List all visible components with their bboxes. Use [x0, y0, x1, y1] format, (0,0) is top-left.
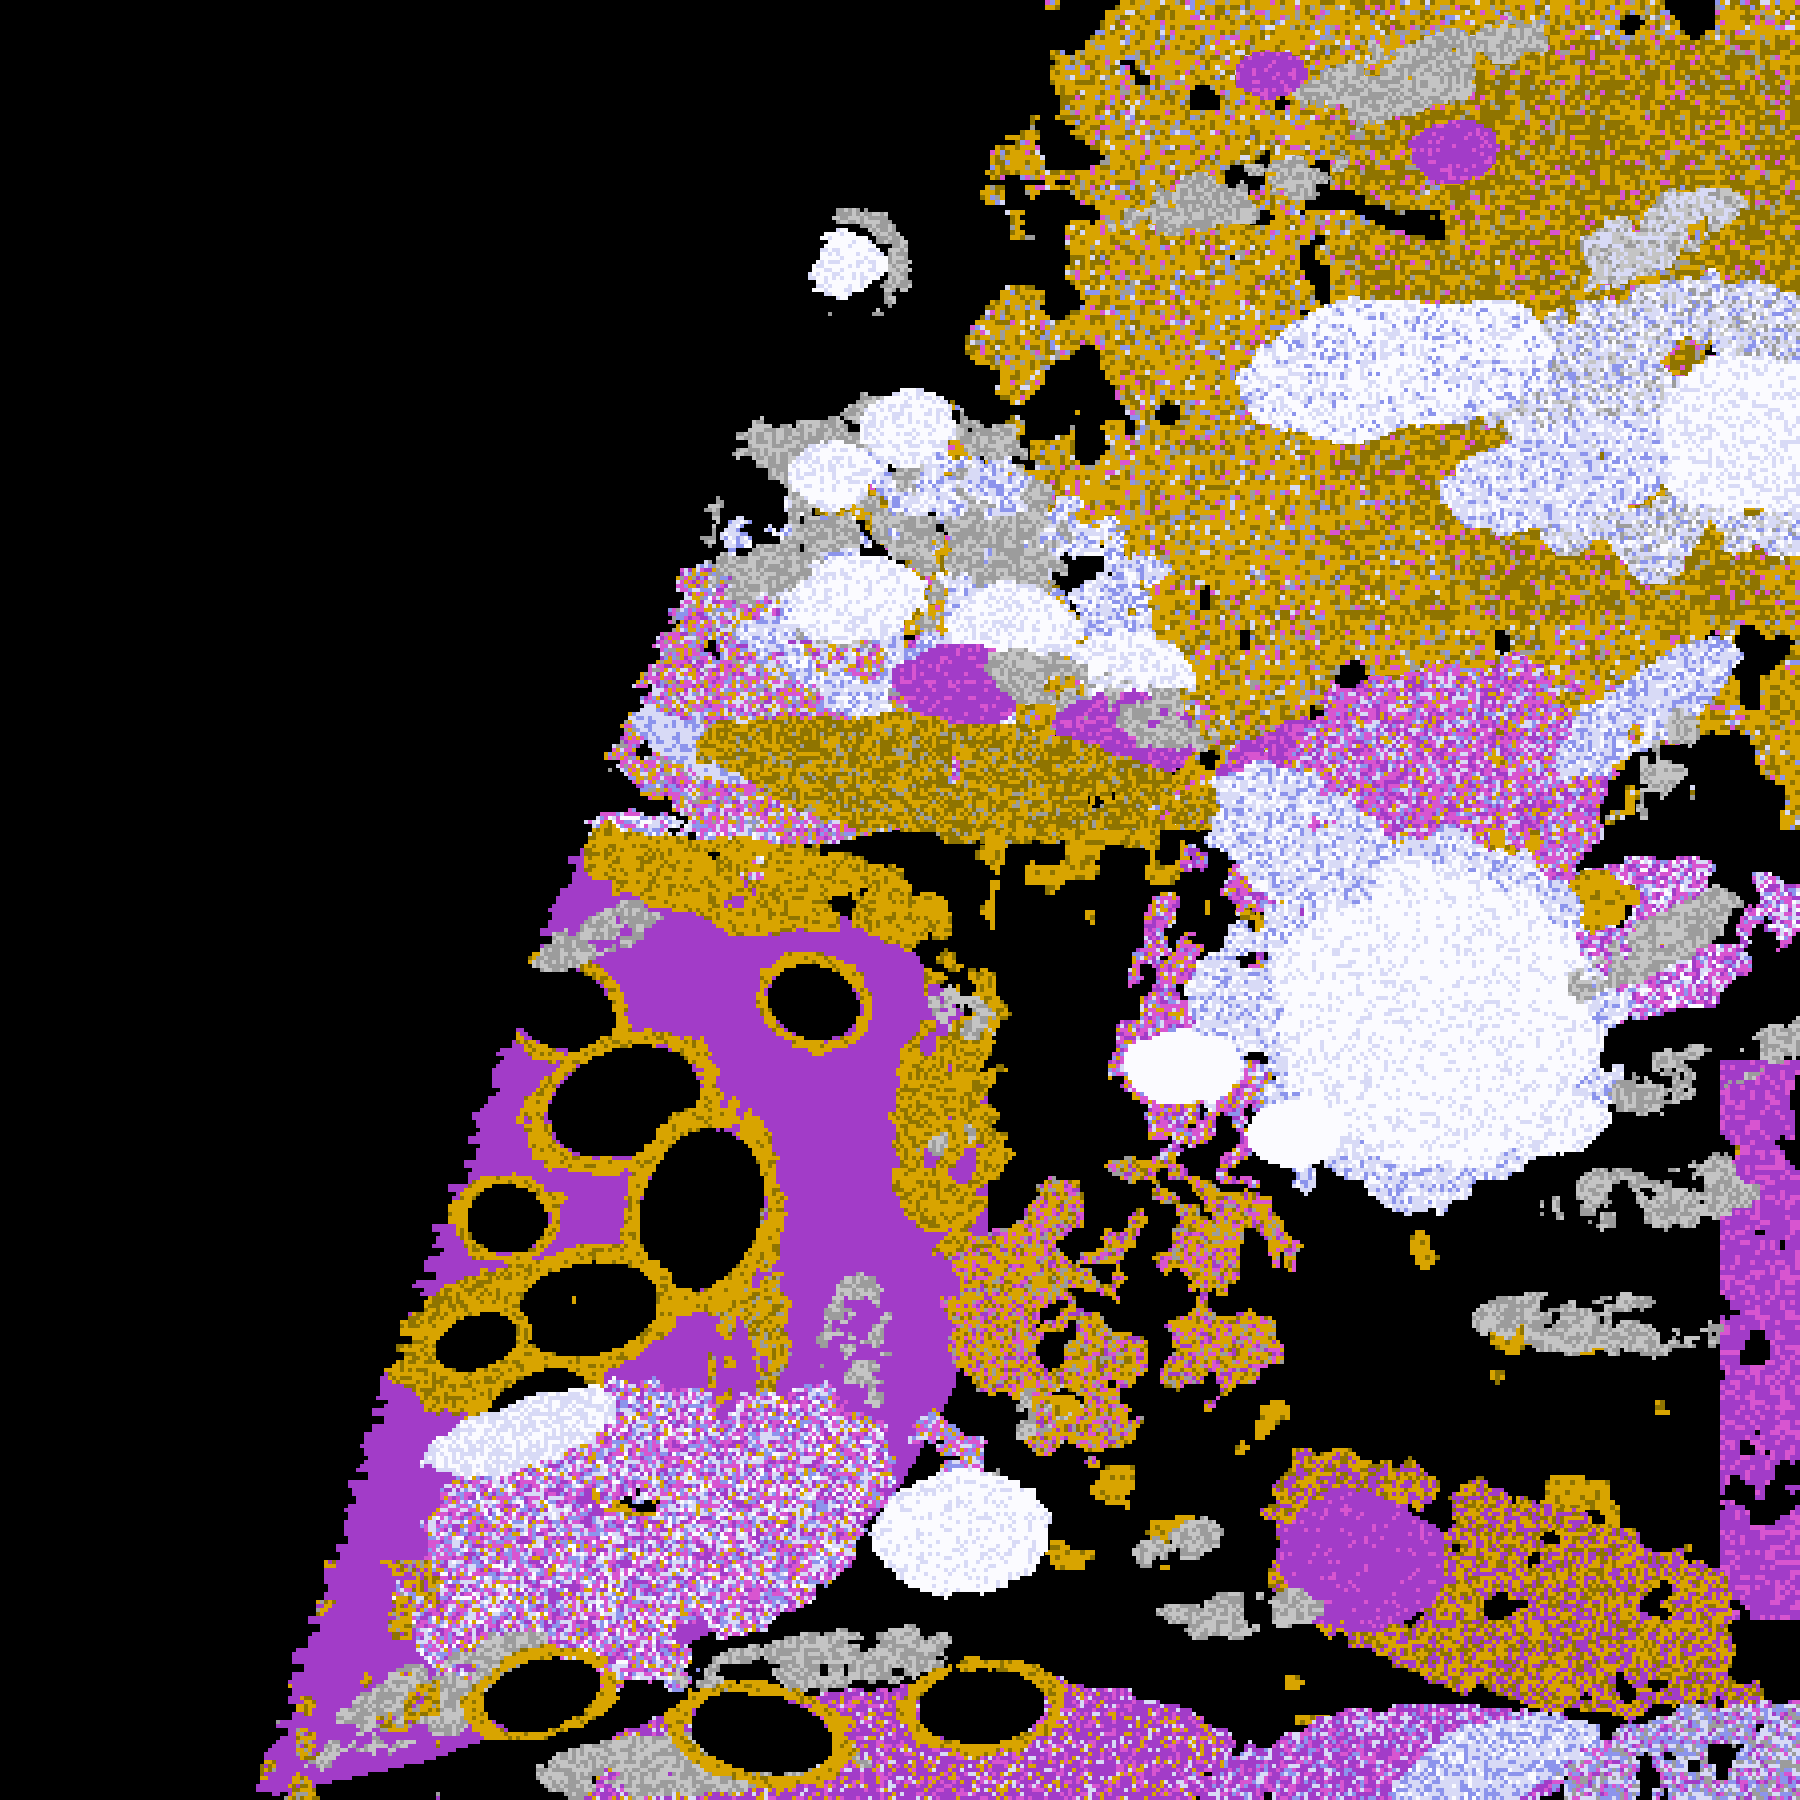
satellite-image-view — [0, 0, 1800, 1800]
satellite-swath-canvas — [0, 0, 1800, 1800]
